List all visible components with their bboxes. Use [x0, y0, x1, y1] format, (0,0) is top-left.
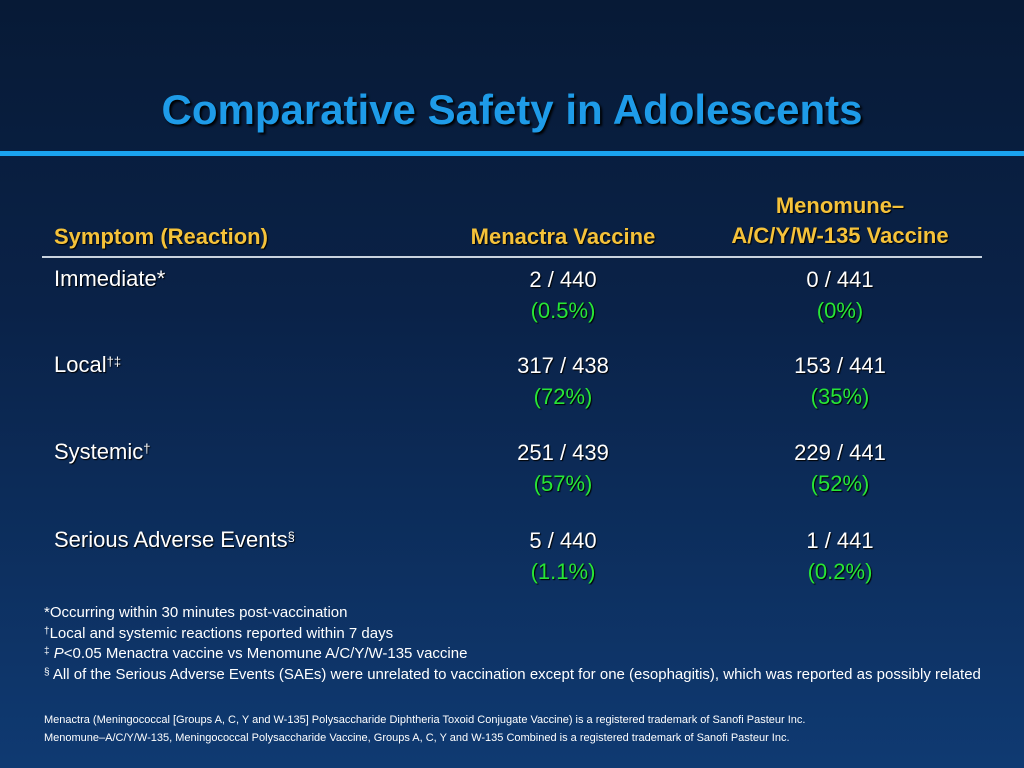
header-menomune-line2: A/C/Y/W-135 Vaccine [731, 223, 949, 248]
menactra-percent: (1.1%) [530, 559, 596, 584]
menactra-cell: 5 / 440 (1.1%) [448, 525, 678, 587]
menomune-percent: (35%) [810, 384, 870, 409]
header-symptom: Symptom (Reaction) [54, 224, 268, 249]
row-label-text: Immediate* [54, 266, 166, 291]
header-menomune: Menomune– A/C/Y/W-135 Vaccine [705, 191, 975, 251]
footnote-mark: ‡ [44, 646, 50, 657]
trademark-menactra: Menactra (Meningococcal [Groups A, C, Y … [44, 714, 806, 726]
table-row-systemic: Systemic† 251 / 439 (57%) 229 / 441 (52%… [0, 437, 1024, 507]
menomune-percent: (0.2%) [807, 559, 873, 584]
row-label-footnote-mark: § [287, 529, 295, 544]
footnotes: *Occurring within 30 minutes post-vaccin… [44, 603, 1004, 685]
header-menomune-line1: Menomune– [775, 193, 905, 218]
menactra-percent: (57%) [533, 471, 593, 496]
footnote-dagger: †Local and systemic reactions reported w… [44, 624, 1004, 645]
table-row-local: Local†‡ 317 / 438 (72%) 153 / 441 (35%) [0, 350, 1024, 420]
footnote-text: <0.05 Menactra vaccine vs Menomune A/C/Y… [63, 645, 468, 662]
trademark-notices: Menactra (Meningococcal [Groups A, C, Y … [44, 711, 1004, 747]
menactra-cell: 317 / 438 (72%) [448, 350, 678, 412]
slide-title: Comparative Safety in Adolescents [161, 86, 863, 133]
row-label-footnote-mark: † [143, 441, 151, 456]
menomune-count: 1 / 441 [806, 528, 874, 553]
menomune-percent: (52%) [810, 471, 870, 496]
menomune-cell: 229 / 441 (52%) [725, 437, 955, 499]
row-label-text: Serious Adverse Events [54, 527, 288, 552]
row-label: Serious Adverse Events§ [54, 525, 295, 555]
header-menactra: Menactra Vaccine [470, 224, 656, 249]
footnote-text: Local and systemic reactions reported wi… [49, 624, 394, 642]
row-label: Systemic† [54, 437, 150, 467]
footnote-double-dagger: ‡ P<0.05 Menactra vaccine vs Menomune A/… [44, 644, 1004, 665]
table-row-serious-adverse-events: Serious Adverse Events§ 5 / 440 (1.1%) 1… [0, 525, 1024, 595]
row-label-footnote-mark: †‡ [106, 354, 122, 369]
menomune-count: 229 / 441 [794, 440, 886, 465]
menactra-cell: 251 / 439 (57%) [448, 437, 678, 499]
row-label: Local†‡ [54, 350, 121, 380]
menactra-count: 5 / 440 [529, 528, 597, 553]
title-divider [0, 151, 1024, 156]
menomune-count: 0 / 441 [806, 267, 874, 292]
menomune-cell: 0 / 441 (0%) [725, 264, 955, 326]
footnote-mark: † [44, 625, 50, 637]
row-label-text: Local [54, 352, 107, 377]
menomune-cell: 153 / 441 (35%) [725, 350, 955, 412]
menactra-percent: (0.5%) [530, 298, 596, 323]
trademark-menomune: Menomune–A/C/Y/W-135, Meningococcal Poly… [44, 732, 790, 744]
menactra-count: 2 / 440 [529, 267, 597, 292]
row-label: Immediate* [54, 264, 165, 294]
footnote-text: All of the Serious Adverse Events (SAEs)… [52, 665, 981, 683]
table-header-divider [42, 256, 982, 258]
menactra-percent: (72%) [533, 384, 593, 409]
footnote-section: § All of the Serious Adverse Events (SAE… [44, 665, 1004, 686]
menomune-percent: (0%) [816, 298, 864, 323]
menactra-count: 317 / 438 [517, 353, 609, 378]
menomune-count: 153 / 441 [794, 353, 886, 378]
row-label-text: Systemic [54, 439, 144, 464]
menactra-count: 251 / 439 [517, 440, 609, 465]
footnote-immediate: *Occurring within 30 minutes post-vaccin… [44, 604, 348, 621]
menomune-cell: 1 / 441 (0.2%) [725, 525, 955, 587]
footnote-mark: § [44, 666, 50, 678]
table-row-immediate: Immediate* 2 / 440 (0.5%) 0 / 441 (0%) [0, 264, 1024, 334]
menactra-cell: 2 / 440 (0.5%) [448, 264, 678, 326]
p-value-symbol: P [53, 645, 64, 662]
